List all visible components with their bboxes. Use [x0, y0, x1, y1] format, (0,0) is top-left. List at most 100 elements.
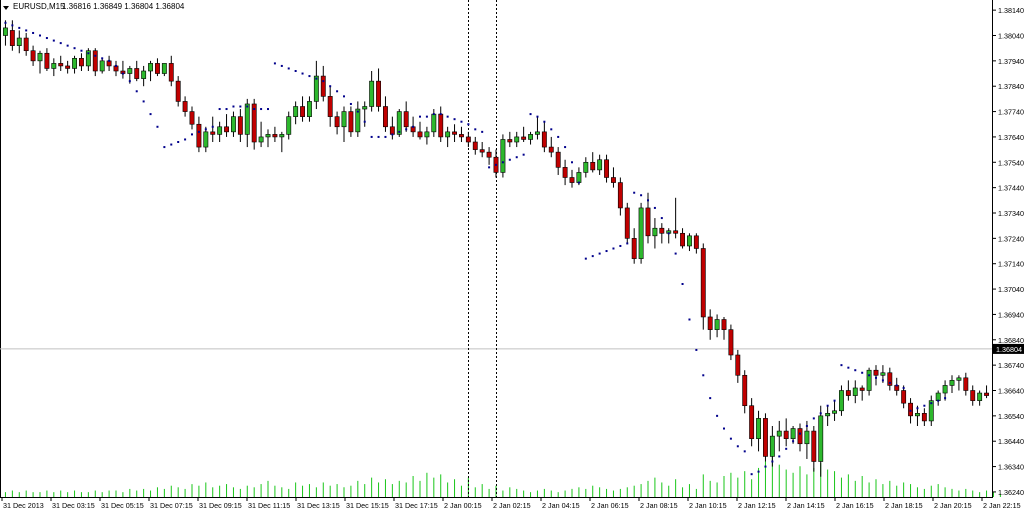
- bull-candle-body: [161, 63, 167, 74]
- bear-candle-body: [272, 134, 278, 138]
- sar-dot: [149, 113, 152, 116]
- candle: [217, 121, 223, 142]
- time-tick-label: 2 Jan 12:15: [738, 501, 776, 510]
- sar-dot: [204, 128, 207, 131]
- bear-candle-body: [590, 161, 596, 171]
- candle: [811, 426, 817, 472]
- bear-candle-body: [237, 116, 243, 135]
- bull-candle-body: [638, 207, 644, 259]
- time-tick-label: 31 Dec 03:15: [52, 501, 95, 510]
- parabolic-sar-dots: [4, 21, 947, 476]
- bear-candle-body: [797, 428, 803, 445]
- sar-dot: [156, 125, 159, 128]
- sar-dot: [184, 138, 187, 141]
- sar-dot: [11, 24, 14, 27]
- sar-dot: [840, 364, 843, 367]
- bull-candle-body: [355, 108, 361, 133]
- sar-dot: [384, 135, 387, 138]
- candle: [37, 50, 43, 74]
- sar-dot: [916, 407, 919, 410]
- sar-dot: [322, 80, 325, 83]
- sar-dot: [66, 44, 69, 47]
- sar-dot: [819, 412, 822, 415]
- sar-dot: [529, 113, 532, 116]
- candle: [65, 60, 71, 74]
- candle: [624, 202, 630, 244]
- sar-dot: [557, 135, 560, 138]
- price-tick-label: 1.36840: [998, 336, 1024, 345]
- bear-candle-body: [168, 63, 174, 82]
- sar-dot: [695, 348, 698, 351]
- bull-candle-body: [99, 60, 105, 72]
- sar-dot: [598, 252, 601, 255]
- bear-candle-body: [134, 68, 140, 79]
- bull-candle-body: [776, 430, 782, 437]
- candle: [804, 420, 810, 459]
- sar-dot: [59, 42, 62, 45]
- bear-candle-body: [680, 232, 685, 247]
- bear-candle-body: [707, 316, 713, 330]
- candle: [348, 106, 354, 137]
- bull-candle-body: [769, 435, 775, 457]
- bear-candle-body: [320, 75, 326, 97]
- candle: [845, 380, 851, 401]
- price-tick-label: 1.36240: [998, 488, 1024, 497]
- bull-candle-body: [16, 37, 22, 46]
- candle: [224, 114, 229, 137]
- price-tick-label: 1.37740: [998, 108, 1024, 117]
- candle: [3, 20, 8, 46]
- sar-dot: [799, 432, 801, 435]
- bear-candle-body: [569, 177, 575, 183]
- time-tick-label: 31 Dec 2013: [3, 501, 44, 510]
- candle: [85, 48, 91, 71]
- bull-candle-body: [942, 385, 948, 394]
- bear-candle-body: [452, 131, 457, 135]
- candle: [307, 96, 312, 122]
- bear-candle-body: [901, 390, 907, 404]
- time-tick-label: 2 Jan 18:15: [885, 501, 923, 510]
- sar-dot: [571, 161, 573, 164]
- candle: [279, 131, 285, 153]
- sar-dot: [18, 26, 21, 29]
- bear-candle-body: [300, 106, 305, 117]
- triangle-down-icon[interactable]: [3, 6, 9, 10]
- candle: [521, 126, 527, 142]
- price-tick-label: 1.37040: [998, 285, 1024, 294]
- bear-candle-body: [507, 139, 513, 143]
- candle: [424, 126, 430, 145]
- candle: [313, 60, 319, 110]
- candle: [693, 233, 699, 254]
- bear-candle-body: [44, 52, 50, 69]
- candle: [272, 126, 278, 142]
- candle: [700, 243, 706, 330]
- sar-dot: [584, 257, 587, 260]
- sar-dot: [301, 72, 304, 75]
- candle: [514, 131, 520, 148]
- price-tick-label: 1.37940: [998, 57, 1024, 66]
- bull-candle-body: [85, 50, 91, 67]
- bear-candle-body: [182, 101, 188, 112]
- bear-candle-body: [403, 111, 409, 128]
- bear-candle-body: [763, 418, 768, 457]
- sar-dot: [80, 49, 83, 52]
- price-tick-label: 1.36740: [998, 361, 1024, 370]
- candle: [569, 169, 575, 188]
- bear-candle-body: [472, 141, 478, 150]
- sar-dot: [94, 54, 97, 57]
- sar-dot: [246, 105, 249, 108]
- sar-dot: [273, 62, 276, 65]
- sar-dot: [191, 133, 193, 136]
- candle: [604, 154, 609, 183]
- candle: [148, 60, 153, 82]
- bear-candle-body: [887, 372, 893, 386]
- sar-dot: [308, 75, 311, 78]
- candle: [866, 367, 872, 396]
- sar-dot: [128, 80, 131, 83]
- candle: [763, 413, 768, 462]
- sar-dot: [287, 67, 290, 70]
- sar-dot: [640, 194, 643, 197]
- sar-dot: [653, 206, 656, 209]
- current-price-label-box: [993, 343, 1024, 354]
- bull-candle-body: [37, 52, 43, 62]
